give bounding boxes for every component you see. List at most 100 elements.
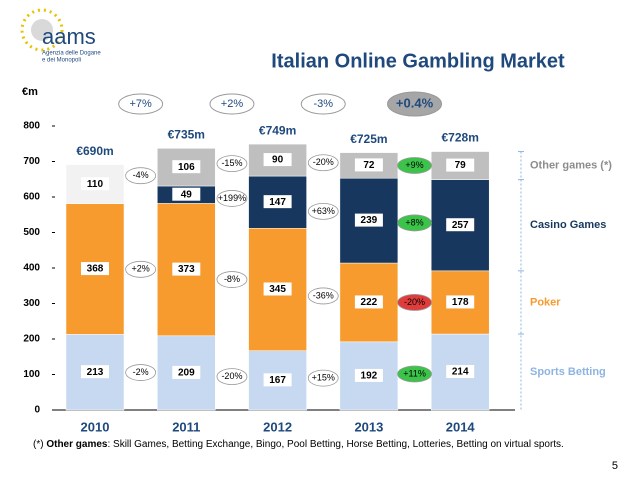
value-label: 222 — [361, 297, 378, 308]
value-box — [354, 295, 383, 309]
value-label: 178 — [452, 297, 469, 308]
value-label: 373 — [178, 264, 195, 275]
change-label: +63% — [312, 206, 335, 216]
x-tick-label: 2012 — [263, 419, 292, 434]
x-tick-label: 2013 — [354, 419, 383, 434]
change-bubble — [397, 157, 432, 174]
value-label: 167 — [269, 375, 286, 386]
total-change-bubble — [300, 93, 346, 115]
change-bubble — [125, 260, 157, 278]
value-label: 192 — [361, 371, 378, 382]
y-tick-label: 100 — [23, 369, 40, 380]
change-bubble — [216, 271, 248, 288]
change-bubble — [307, 287, 339, 305]
total-label: €749m — [259, 123, 296, 137]
legend-label: Sports Betting — [530, 366, 606, 378]
x-tick-label: 2011 — [172, 419, 200, 434]
change-bubble — [397, 365, 432, 383]
total-change-label: -3% — [313, 98, 333, 110]
value-box — [81, 177, 109, 191]
change-bubble — [125, 167, 157, 185]
logo-line: Agenzia delle Dogane — [42, 51, 101, 57]
value-label: 147 — [269, 197, 286, 208]
total-change-label: +0.4% — [396, 95, 434, 110]
footnote-prefix: (*) — [33, 439, 44, 450]
value-box — [446, 365, 475, 379]
value-box — [263, 282, 292, 296]
chart-title: Italian Online Gambling Market — [271, 50, 565, 72]
total-label: €735m — [168, 128, 205, 142]
change-bubble — [216, 368, 248, 386]
change-label: +8% — [405, 217, 423, 227]
change-bubble — [216, 155, 248, 173]
value-label: 79 — [455, 160, 467, 171]
y-tick-label: 700 — [23, 156, 40, 167]
legend-label: Poker — [530, 296, 561, 308]
value-label: 257 — [452, 220, 469, 231]
total-change-bubble — [387, 91, 443, 117]
change-bubble — [125, 364, 157, 381]
logo-line: e dei Monopoli — [42, 58, 81, 64]
change-label: -8% — [224, 274, 240, 284]
change-label: +199% — [218, 193, 246, 203]
value-label: 345 — [269, 284, 286, 295]
change-label: -15% — [221, 158, 242, 168]
change-label: -36% — [313, 290, 334, 300]
change-label: -20% — [404, 297, 425, 307]
value-label: 90 — [272, 155, 284, 166]
footnote-text: : Skill Games, Betting Exchange, Bingo, … — [107, 439, 564, 450]
total-label: €690m — [76, 144, 113, 158]
value-label: 213 — [87, 367, 104, 378]
change-label: +11% — [403, 368, 426, 378]
value-label: 49 — [181, 189, 193, 200]
total-label: €725m — [350, 132, 387, 146]
value-label: 214 — [452, 367, 469, 378]
change-label: -20% — [221, 371, 242, 381]
total-change-bubble — [209, 93, 255, 115]
x-tick-label: 2010 — [81, 419, 110, 434]
y-tick-label: 600 — [23, 192, 40, 203]
value-box — [172, 365, 201, 379]
value-box — [263, 195, 292, 209]
x-tick-label: 2014 — [446, 419, 476, 434]
change-label: +9% — [405, 160, 423, 170]
page-number: 5 — [612, 460, 618, 472]
y-tick-label: 800 — [23, 121, 40, 132]
value-label: 110 — [87, 179, 104, 190]
change-bubble — [307, 154, 339, 172]
logo: aams Agenzia delle Dogane e dei Monopoli — [20, 8, 101, 64]
total-change-label: +7% — [129, 98, 152, 110]
logo-emblem — [31, 19, 53, 41]
value-box — [446, 158, 475, 172]
change-bubble — [397, 294, 432, 311]
total-change-label: +2% — [221, 98, 244, 110]
value-box — [172, 262, 201, 276]
value-label: 72 — [363, 160, 375, 171]
footnote: (*) Other games: Skill Games, Betting Ex… — [33, 438, 593, 451]
y-unit: €m — [22, 86, 38, 98]
change-label: -20% — [313, 157, 334, 167]
value-label: 209 — [178, 368, 195, 379]
value-box — [354, 368, 383, 382]
y-tick-label: 300 — [23, 298, 40, 309]
change-bubble — [216, 190, 248, 207]
value-box — [81, 262, 109, 276]
y-tick-label: 500 — [23, 227, 40, 238]
value-label: 239 — [361, 215, 378, 226]
y-tick-label: 200 — [23, 334, 40, 345]
change-bubble — [397, 214, 432, 232]
change-label: -2% — [133, 367, 149, 377]
value-box — [172, 187, 201, 201]
value-box — [172, 160, 201, 174]
change-bubble — [307, 202, 339, 220]
value-label: 106 — [178, 162, 195, 173]
change-label: -4% — [133, 170, 149, 180]
y-tick-label: 400 — [23, 263, 40, 274]
change-bubble — [307, 369, 339, 387]
total-label: €728m — [442, 131, 479, 145]
change-label: +2% — [132, 264, 150, 274]
legend-label: Other games (*) — [530, 159, 612, 171]
value-box — [81, 365, 109, 379]
